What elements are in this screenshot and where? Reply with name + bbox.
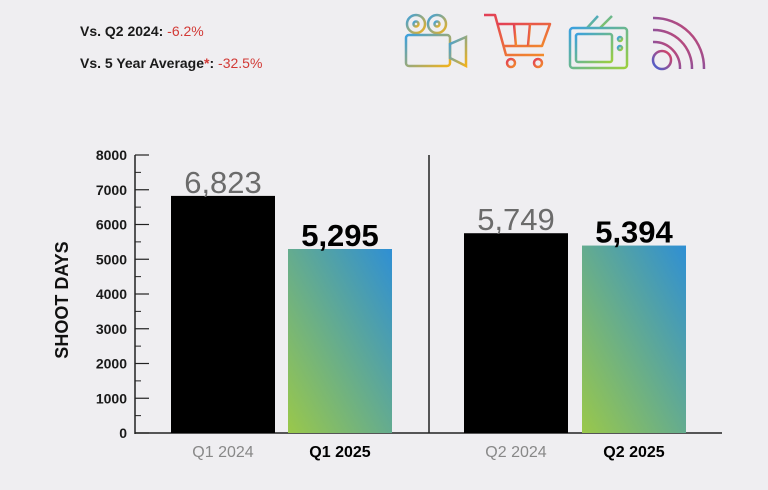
category-icons [404,13,706,72]
shopping-cart-icon [484,13,552,69]
colon: : [209,55,215,71]
x-category-label: Q2 2025 [603,444,664,461]
y-tick-label: 8000 [96,147,127,163]
bar-value-label: 5,394 [595,215,673,250]
y-tick-label: 2000 [96,356,127,372]
asterisk: * [204,55,210,71]
bar-value-label: 5,749 [477,202,555,237]
film-camera-icon [404,13,468,69]
stat-value: -6.2% [167,23,204,39]
bar-q2-2024 [464,233,568,433]
bar-q2-2025 [582,245,686,433]
stat-label: Vs. 5 Year Average [80,55,205,71]
y-tick-label: 4000 [96,286,127,302]
tv-icon [568,15,629,72]
stat-value: -32.5% [218,55,263,71]
x-category-label: Q1 2025 [309,444,370,461]
bar-value-label: 5,295 [301,218,379,253]
y-tick-label: 5000 [96,251,127,267]
y-tick-label: 7000 [96,182,127,198]
y-axis-title: SHOOT DAYS [52,241,72,358]
y-tick-label: 6000 [96,217,127,233]
comparison-stats: Vs. Q2 2024: -6.2% Vs. 5 Year Average*: … [80,22,262,86]
stat-label: Vs. Q2 2024: [80,23,164,39]
stat-vs-5yr-average: Vs. 5 Year Average*: -32.5% [80,54,262,86]
bar-q1-2024 [171,195,275,433]
x-category-label: Q1 2024 [192,444,253,461]
bar-q1-2025 [288,248,392,433]
y-tick-label: 0 [119,425,127,441]
stat-vs-q2-2024: Vs. Q2 2024: -6.2% [80,22,262,54]
x-category-label: Q2 2024 [485,444,546,461]
y-tick-label: 3000 [96,321,127,337]
bar-value-label: 6,823 [184,165,262,200]
broadcast-signal-icon [651,16,706,71]
y-tick-label: 1000 [96,390,127,406]
